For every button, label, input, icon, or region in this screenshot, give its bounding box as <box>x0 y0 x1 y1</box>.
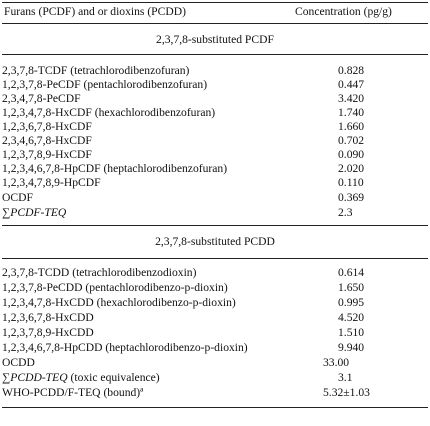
compound-name: OCDF <box>2 191 33 204</box>
table-row: ∑PCDD-TEQ (toxic equivalence) 3.1 <box>2 371 428 384</box>
compound-name: 1,2,3,4,7,8-HxCDD (hexachlorodibenzo-p-d… <box>2 296 236 309</box>
concentration-value: 1.740 <box>338 106 365 119</box>
compound-name: 1,2,3,7,8-PeCDD (pentachlorodibenzo-p-di… <box>2 281 228 294</box>
table-row: ∑PCDF-TEQ 2.3 <box>2 206 428 219</box>
table-row: OCDD 33.00 <box>2 356 428 369</box>
teq-label: ∑PCDD-TEQ <box>2 371 68 384</box>
compound-name: 1,2,3,7,8,9-HxCDF <box>2 148 92 161</box>
concentration-value: 5.32±1.03 <box>323 386 370 399</box>
table-row: WHO-PCDD/F-TEQ (bound)ª 5.32±1.03 <box>2 386 428 399</box>
compound-name: 1,2,3,6,7,8-HxCDF <box>2 120 92 133</box>
compound-name: 1,2,3,4,7,8-HxCDF (hexachlorodibenzofura… <box>2 106 216 119</box>
concentration-value: 4.520 <box>338 311 365 324</box>
teq-note: (toxic equivalence) <box>67 371 160 384</box>
column-header-compound: Furans (PCDF) and or dioxins (PCDD) <box>4 5 186 18</box>
concentration-value: 2.3 <box>338 206 353 219</box>
concentration-value: 33.00 <box>323 356 350 369</box>
table-row: 2,3,7,8-TCDF (tetrachlorodibenzofuran) 0… <box>2 64 428 77</box>
table-row: 1,2,3,6,7,8-HxCDD 4.520 <box>2 311 428 324</box>
compound-name: ∑PCDD-TEQ (toxic equivalence) <box>2 371 160 384</box>
concentration-value: 9.940 <box>338 341 365 354</box>
compound-name: 2,3,4,6,7,8-HxCDF <box>2 134 92 147</box>
table-row: OCDF 0.369 <box>2 191 428 204</box>
table-row: 2,3,4,7,8-PeCDF 3.420 <box>2 92 428 105</box>
concentration-value: 0.090 <box>338 148 365 161</box>
concentration-value: 0.447 <box>338 78 365 91</box>
compound-name: WHO-PCDD/F-TEQ (bound)ª <box>2 386 144 399</box>
compound-name: 2,3,7,8-TCDF (tetrachlorodibenzofuran) <box>2 64 190 77</box>
table-row: 2,3,7,8-TCDD (tetrachlorodibenzodioxin) … <box>2 266 428 279</box>
table-row: 2,3,4,6,7,8-HxCDF 0.702 <box>2 134 428 147</box>
concentration-value: 1.510 <box>338 326 365 339</box>
table-row: 1,2,3,4,7,8-HxCDF (hexachlorodibenzofura… <box>2 106 428 119</box>
concentration-value: 1.650 <box>338 281 365 294</box>
compound-name: 1,2,3,4,7,8,9-HpCDF <box>2 176 101 189</box>
concentration-value: 1.660 <box>338 120 365 133</box>
concentration-value: 3.1 <box>338 371 353 384</box>
column-header-concentration: Concentration (pg/g) <box>295 5 392 18</box>
concentration-value: 0.614 <box>338 266 365 279</box>
concentration-value: 2.020 <box>338 162 365 175</box>
compound-name: 1,2,3,4,6,7,8-HpCDD (heptachlorodibenzo-… <box>2 341 248 354</box>
table-row: 1,2,3,7,8-PeCDD (pentachlorodibenzo-p-di… <box>2 281 428 294</box>
concentration-value: 0.110 <box>338 176 364 189</box>
compound-name: 2,3,7,8-TCDD (tetrachlorodibenzodioxin) <box>2 266 197 279</box>
compound-name: OCDD <box>2 356 35 369</box>
table-row: 1,2,3,4,7,8-HxCDD (hexachlorodibenzo-p-d… <box>2 296 428 309</box>
section-rule-pcdf <box>2 54 428 55</box>
table-row: 1,2,3,4,7,8,9-HpCDF 0.110 <box>2 176 428 189</box>
section-divider-rule <box>2 225 428 226</box>
table-bottom-rule <box>2 407 428 408</box>
concentration-value: 0.995 <box>338 296 365 309</box>
section-title-pcdf: 2,3,7,8-substituted PCDF <box>156 33 274 46</box>
compound-name: 1,2,3,4,6,7,8-HpCDF (heptachlorodibenzof… <box>2 162 228 175</box>
header-rule <box>2 23 428 24</box>
section-rule-pcdd <box>2 258 428 259</box>
compound-name: 1,2,3,7,8,9-HxCDD <box>2 326 94 339</box>
compound-name: 1,2,3,7,8-PeCDF (pentachlorodibenzofuran… <box>2 78 208 91</box>
concentration-value: 0.828 <box>338 64 365 77</box>
table-row: 1,2,3,7,8-PeCDF (pentachlorodibenzofuran… <box>2 78 428 91</box>
concentration-value: 0.369 <box>338 191 365 204</box>
compound-name: 2,3,4,7,8-PeCDF <box>2 92 81 105</box>
table-top-rule <box>2 2 428 3</box>
table-row: 1,2,3,4,6,7,8-HpCDF (heptachlorodibenzof… <box>2 162 428 175</box>
concentration-value: 0.702 <box>338 134 365 147</box>
table-row: 1,2,3,7,8,9-HxCDF 0.090 <box>2 148 428 161</box>
section-title-pcdd: 2,3,7,8-substituted PCDD <box>155 235 275 248</box>
table-row: 1,2,3,4,6,7,8-HpCDD (heptachlorodibenzo-… <box>2 341 428 354</box>
table-row: 1,2,3,7,8,9-HxCDD 1.510 <box>2 326 428 339</box>
compound-name: 1,2,3,6,7,8-HxCDD <box>2 311 94 324</box>
concentration-value: 3.420 <box>338 92 365 105</box>
table-row: 1,2,3,6,7,8-HxCDF 1.660 <box>2 120 428 133</box>
teq-label: ∑PCDF-TEQ <box>2 206 67 219</box>
